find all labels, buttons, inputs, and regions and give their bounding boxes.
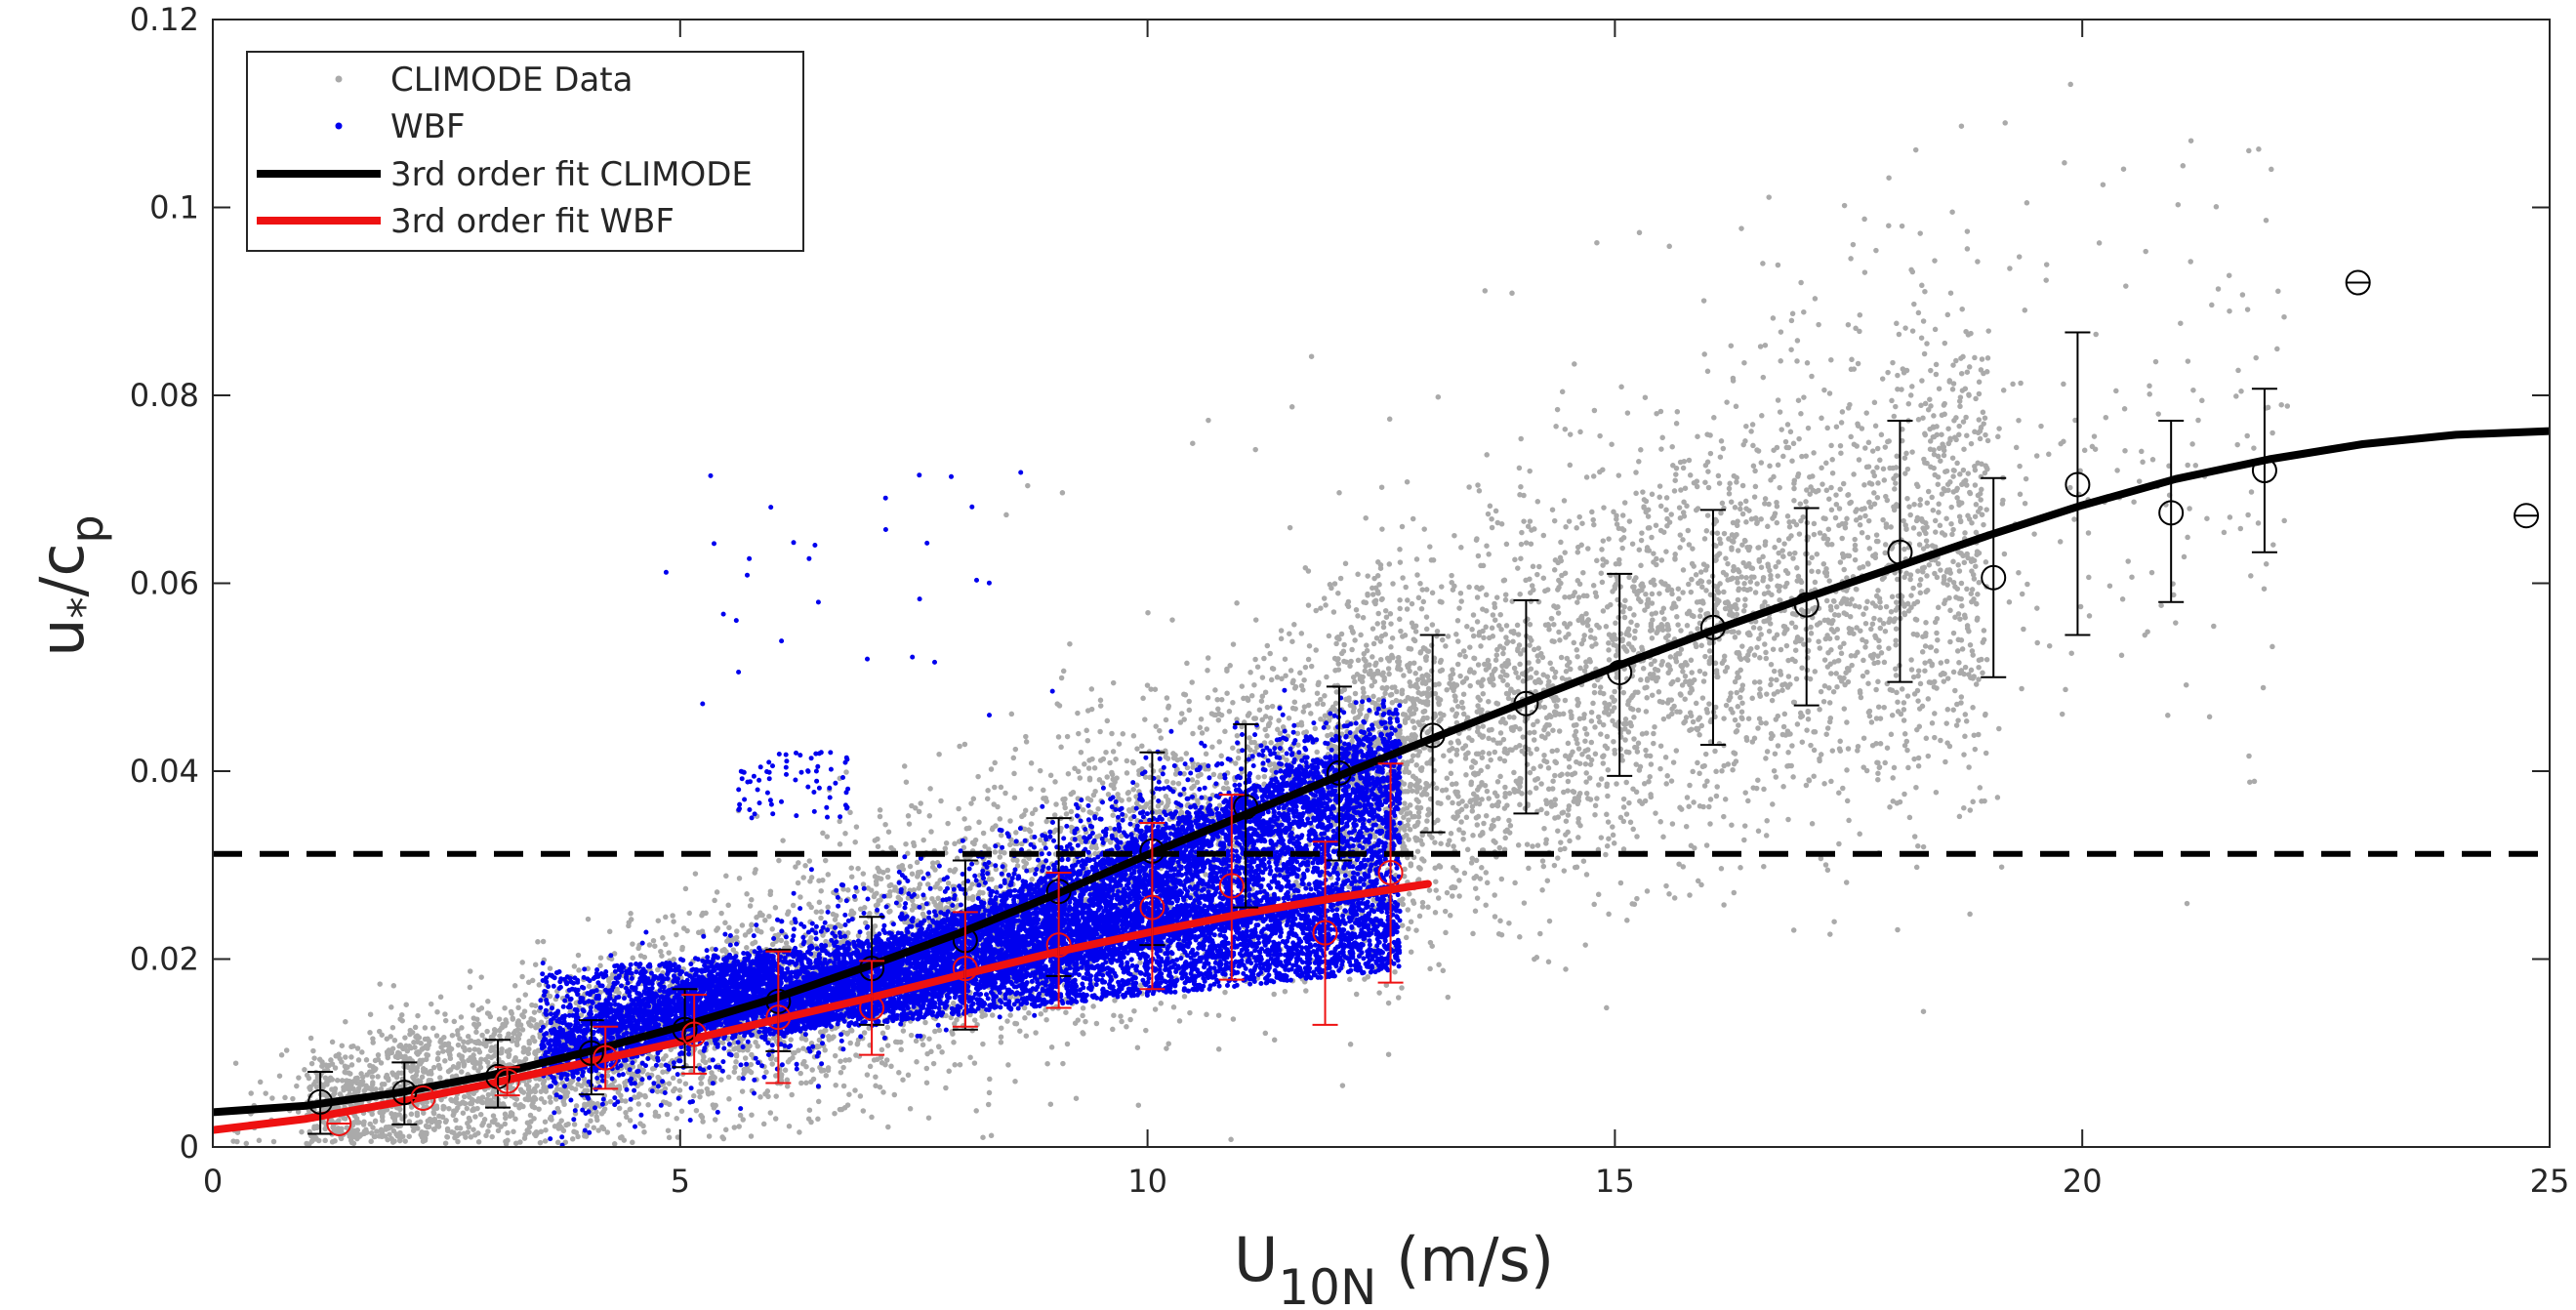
y-axis-title: u*/cp (26, 514, 113, 656)
climode-bin-mean (2345, 269, 2371, 296)
climode-bin-mean (1981, 564, 2007, 591)
x-axis-title: U10N (m/s) (1234, 1224, 1554, 1310)
y-tick-label: 0.02 (130, 941, 199, 978)
wbf-bin-mean (1377, 859, 1404, 885)
x-tick-label: 0 (203, 1163, 223, 1200)
binned-means (307, 269, 2540, 1136)
wbf-bin-mean (1045, 932, 1072, 959)
x-tick-label: 20 (2063, 1163, 2103, 1200)
x-tick-label: 15 (1595, 1163, 1635, 1200)
axes: 0 5 10 15 20 25 0 0.02 0.04 0.06 0.08 0.1 0.12 (130, 1, 2570, 1200)
climode-bin-mean (1607, 659, 1633, 685)
climode-bin-mean (1513, 690, 1539, 716)
climode-bin-mean (2065, 471, 2091, 498)
legend-entry-climode-data: CLIMODE Data (335, 61, 633, 100)
legend-label-wbf: WBF (390, 107, 466, 146)
climode-bin-mean (1793, 592, 1820, 618)
climode-bin-mean (2158, 500, 2185, 526)
legend: CLIMODE Data WBF 3rd order fit CLIMODE 3… (246, 51, 804, 252)
y-tick-label: 0.08 (130, 377, 199, 414)
wbf-bin-mean (1218, 873, 1245, 899)
wbf-bin-mean (1139, 894, 1165, 921)
legend-marker-wbf-dot (335, 122, 343, 130)
y-tick-label: 0.06 (130, 565, 199, 602)
y-axis-title-subscript: p (61, 514, 113, 543)
y-tick-label: 0.12 (130, 1, 199, 38)
legend-marker-climode-dot (335, 75, 343, 83)
climode-bin-mean (1419, 722, 1446, 749)
x-axis-title-unit: (m/s) (1376, 1224, 1554, 1295)
y-tick-label: 0.1 (149, 189, 199, 226)
y-axis-title-star: * (60, 596, 109, 618)
climode-bin-mean (1326, 759, 1352, 786)
legend-label-wbf-fit: 3rd order fit WBF (390, 202, 675, 241)
x-tick-label: 25 (2530, 1163, 2570, 1200)
x-axis-title-main: U (1234, 1224, 1278, 1295)
wbf-bin-mean (593, 1044, 619, 1071)
wbf-bin-mean (494, 1068, 520, 1094)
wbf-bin-mean (1312, 920, 1338, 946)
wbf-bin-mean (681, 1021, 708, 1047)
legend-entry-climode-fit: 3rd order fit CLIMODE (257, 155, 753, 194)
y-tick-label: 0 (180, 1128, 199, 1166)
climode-bin-mean (1233, 794, 1259, 820)
wbf-bin-mean (859, 995, 885, 1021)
wbf-bin-mean (326, 1110, 352, 1136)
climode-bin-mean (2251, 458, 2277, 483)
x-axis-title-subscript: 10N (1278, 1259, 1376, 1310)
climode-bin-mean (1887, 539, 1913, 565)
wbf-bin-mean (765, 1004, 792, 1031)
climode-bin-mean (391, 1080, 418, 1106)
y-axis-title-c: /c (26, 543, 98, 596)
climode-bin-mean (2514, 503, 2540, 529)
x-tick-label: 10 (1127, 1163, 1167, 1200)
wbf-bin-mean (410, 1085, 436, 1111)
climode-bin-mean (307, 1088, 334, 1115)
legend-entry-wbf-fit: 3rd order fit WBF (257, 202, 675, 241)
legend-label-climode-fit: 3rd order fit CLIMODE (390, 155, 753, 194)
x-tick-label: 5 (671, 1163, 690, 1200)
y-axis-title-u: u (26, 618, 98, 656)
legend-entry-wbf: WBF (335, 107, 466, 146)
climode-bin-mean (1699, 614, 1726, 640)
climode-bin-mean (578, 1040, 604, 1066)
legend-label-climode-data: CLIMODE Data (390, 61, 633, 100)
y-tick-label: 0.04 (130, 753, 199, 790)
wbf-bin-mean (952, 956, 978, 982)
